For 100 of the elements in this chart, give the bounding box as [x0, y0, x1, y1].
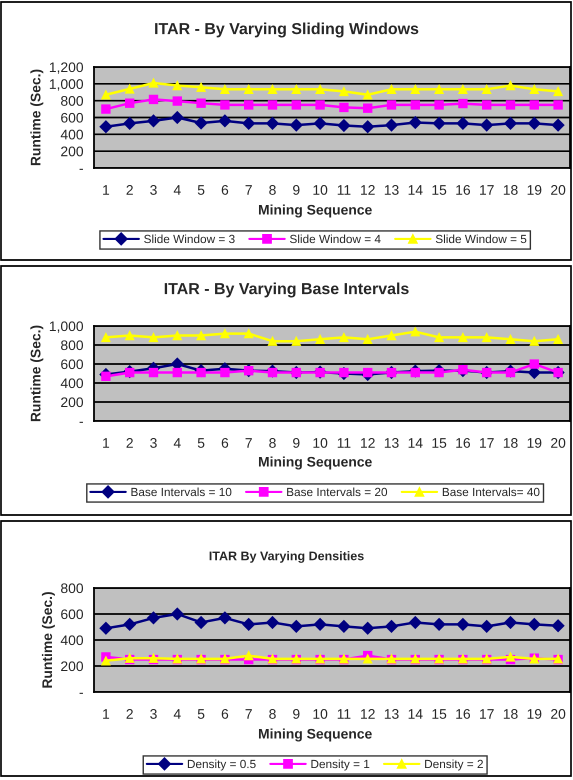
point — [315, 334, 325, 344]
x-tick-label: 9 — [293, 185, 300, 195]
point — [123, 116, 136, 130]
y-tick-label: 400 — [60, 130, 84, 140]
x-tick-label: 1 — [103, 438, 110, 448]
point — [482, 84, 492, 94]
x-tick-label: 12 — [361, 185, 375, 195]
point — [268, 100, 278, 110]
point — [458, 98, 468, 108]
x-tick-label: 10 — [313, 438, 328, 448]
point — [148, 332, 158, 342]
x-tick-label: 19 — [528, 438, 542, 448]
point — [170, 111, 184, 124]
point — [292, 336, 301, 346]
legend-label: Slide Window = 4 — [290, 234, 381, 244]
x-tick-label: 11 — [338, 438, 350, 448]
x-tick-label: 18 — [504, 438, 518, 448]
point — [148, 78, 158, 88]
point — [244, 84, 254, 94]
x-tick-label: 12 — [361, 438, 375, 448]
chart-title: ITAR - By Varying Sliding Windows — [155, 22, 418, 38]
point — [480, 118, 494, 132]
point — [458, 332, 468, 342]
x-tick-label: 8 — [269, 185, 276, 195]
point — [125, 98, 134, 108]
x-tick-label: 18 — [504, 709, 518, 719]
x-tick-label: 6 — [222, 438, 228, 448]
x-axis-title: Mining Sequence — [258, 204, 372, 218]
point — [339, 86, 349, 96]
point — [220, 368, 230, 378]
point — [99, 120, 112, 134]
point — [125, 330, 134, 340]
y-axis-title: Runtime (Sec.) — [30, 70, 44, 166]
point — [530, 100, 539, 110]
y-tick-label: - — [80, 422, 83, 423]
y-tick-label: 200 — [61, 397, 84, 408]
point — [434, 100, 444, 110]
point — [552, 619, 565, 632]
point — [147, 611, 160, 624]
x-tick-label: 7 — [246, 709, 252, 719]
point — [480, 620, 494, 633]
point — [385, 118, 398, 132]
x-tick-label: 17 — [480, 709, 494, 719]
point — [553, 334, 563, 344]
x-tick-label: 9 — [293, 709, 300, 719]
x-tick-label: 7 — [246, 438, 252, 448]
chart-title: ITAR - By Varying Base Intervals — [164, 282, 409, 298]
y-tick-label: 800 — [61, 583, 84, 594]
x-tick-label: 20 — [551, 709, 566, 719]
point — [434, 84, 444, 94]
y-tick-label: 600 — [61, 112, 84, 123]
point — [148, 94, 158, 104]
point — [218, 114, 232, 128]
point — [268, 84, 278, 94]
point — [220, 100, 230, 110]
point — [220, 84, 230, 94]
point — [361, 622, 374, 635]
point — [482, 332, 492, 342]
point — [337, 119, 350, 132]
x-tick-label: 17 — [480, 185, 494, 195]
point — [101, 656, 111, 666]
point — [101, 90, 111, 100]
point — [292, 84, 301, 94]
point — [506, 80, 516, 90]
point — [220, 328, 230, 338]
point — [148, 368, 158, 378]
x-tick-label: 2 — [126, 438, 133, 448]
x-tick-label: 15 — [432, 185, 446, 195]
point — [363, 104, 372, 113]
point — [244, 328, 254, 338]
point — [194, 616, 208, 629]
point — [528, 116, 541, 130]
x-tick-label: 7 — [246, 185, 252, 195]
x-tick-label: 13 — [384, 709, 399, 719]
y-tick-label: 200 — [61, 146, 84, 156]
point — [170, 608, 184, 620]
point — [386, 100, 396, 110]
point — [506, 100, 516, 110]
x-axis-title: Mining Sequence — [258, 456, 372, 470]
x-tick-label: 9 — [293, 438, 300, 448]
x-tick-label: 2 — [126, 185, 133, 195]
point — [363, 334, 372, 344]
x-tick-label: 14 — [408, 185, 423, 195]
y-tick-label: 400 — [60, 635, 84, 646]
point — [123, 618, 136, 631]
y-tick-label: 800 — [61, 340, 84, 350]
point — [242, 618, 256, 631]
legend-label: Density = 2 — [425, 759, 483, 771]
point — [552, 118, 565, 132]
y-tick-label: 600 — [61, 359, 84, 370]
x-tick-label: 4 — [174, 438, 181, 448]
point — [385, 620, 398, 633]
point — [101, 332, 111, 342]
point — [172, 80, 182, 90]
point — [314, 116, 327, 130]
x-tick-label: 15 — [432, 438, 446, 448]
x-tick-label: 19 — [528, 185, 542, 195]
x-tick-label: 16 — [456, 185, 470, 195]
point — [504, 616, 517, 629]
y-tick-label: - — [80, 168, 83, 170]
